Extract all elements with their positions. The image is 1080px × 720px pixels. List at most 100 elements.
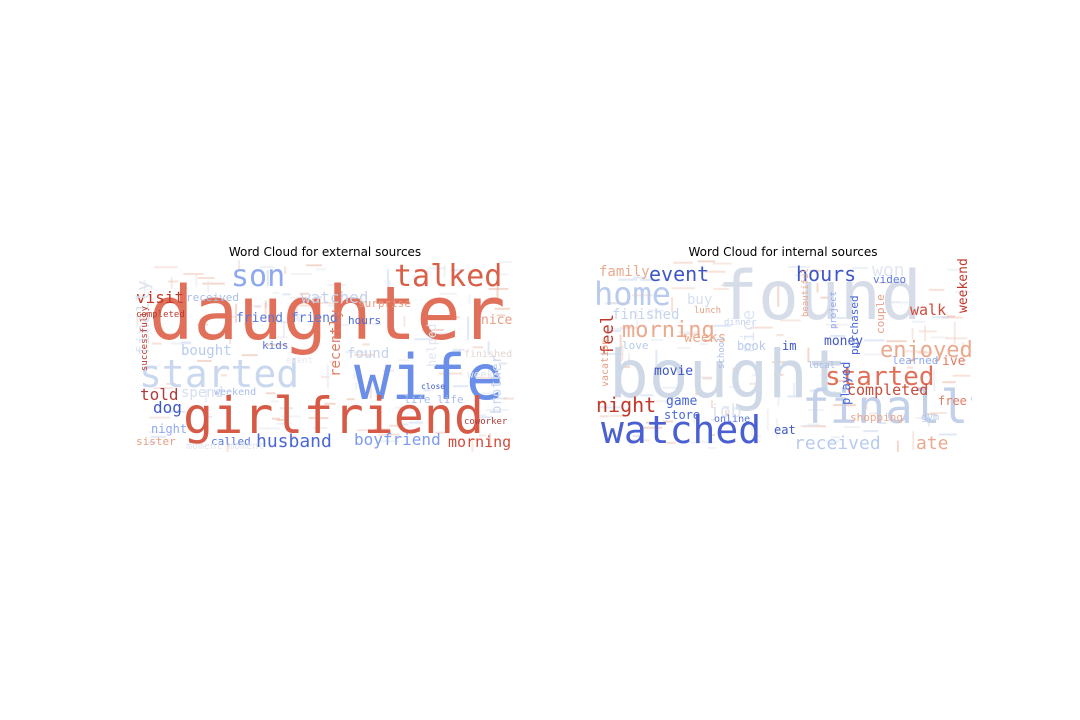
filler-word-mark xyxy=(413,274,416,282)
filler-word-mark xyxy=(155,327,163,330)
filler-word-mark xyxy=(488,433,491,448)
filler-word-mark xyxy=(243,322,255,325)
external-word-husband: husband xyxy=(256,431,332,452)
filler-word-mark xyxy=(328,304,340,307)
filler-word-mark xyxy=(917,351,933,354)
filler-word-mark xyxy=(673,261,693,264)
filler-word-mark xyxy=(346,398,355,401)
filler-word-mark xyxy=(609,414,625,417)
filler-word-mark xyxy=(197,277,215,279)
filler-word-mark xyxy=(829,316,846,319)
filler-word-mark xyxy=(443,265,446,277)
filler-word-mark xyxy=(912,320,926,323)
internal-word-beautiful: beautiful xyxy=(801,268,811,317)
filler-word-mark xyxy=(247,304,262,307)
filler-word-mark xyxy=(930,336,948,339)
internal-word-video: video xyxy=(873,273,906,286)
filler-word-mark xyxy=(362,343,370,346)
filler-word-mark xyxy=(316,302,337,305)
internal-word-played: played xyxy=(839,362,853,405)
filler-word-mark xyxy=(915,417,929,420)
internal-word-ive: ive xyxy=(942,354,966,369)
filler-word-mark xyxy=(945,337,968,340)
filler-word-mark xyxy=(475,376,498,379)
filler-word-mark xyxy=(643,426,663,429)
filler-word-mark xyxy=(656,377,658,389)
external-word-recently: recently xyxy=(328,310,344,377)
filler-word-mark xyxy=(270,321,289,324)
internal-word-local: local xyxy=(808,361,835,371)
filler-word-mark xyxy=(272,291,280,294)
filler-word-mark xyxy=(356,429,370,432)
filler-word-mark xyxy=(775,418,778,438)
filler-word-mark xyxy=(326,364,329,388)
filler-word-mark xyxy=(395,406,406,409)
filler-word-mark xyxy=(229,322,232,344)
filler-word-mark xyxy=(751,422,754,437)
filler-word-mark xyxy=(635,310,638,327)
filler-word-mark xyxy=(472,346,484,349)
filler-word-mark xyxy=(953,322,956,344)
filler-word-mark xyxy=(750,326,773,329)
external-word-girlfriend: girlfriend xyxy=(183,387,484,445)
external-word-friend-friend: friend friend xyxy=(236,311,338,326)
filler-word-mark xyxy=(932,316,949,319)
filler-word-mark xyxy=(277,336,287,339)
filler-word-mark xyxy=(729,386,738,389)
external-word-weekend: weekend xyxy=(214,387,256,398)
filler-word-mark xyxy=(450,269,464,272)
filler-word-mark xyxy=(403,315,406,327)
filler-word-mark xyxy=(181,341,191,344)
filler-word-mark xyxy=(826,323,850,326)
filler-word-mark xyxy=(202,282,225,285)
filler-word-mark xyxy=(283,321,285,338)
filler-word-mark xyxy=(699,343,708,346)
filler-word-mark xyxy=(799,425,814,427)
internal-word-home: home xyxy=(594,275,671,313)
filler-word-mark xyxy=(153,387,174,390)
filler-word-mark xyxy=(777,394,780,407)
external-word-hours: hours xyxy=(348,314,381,327)
filler-word-mark xyxy=(772,361,787,364)
filler-word-mark xyxy=(807,347,810,363)
filler-word-mark xyxy=(832,343,852,346)
internal-word-school: school xyxy=(717,336,727,369)
internal-word-bought: bought xyxy=(609,336,847,413)
filler-word-mark xyxy=(226,437,229,452)
filler-word-mark xyxy=(878,422,887,424)
filler-word-mark xyxy=(766,408,769,431)
filler-word-mark xyxy=(355,382,357,391)
filler-word-mark xyxy=(713,324,731,327)
filler-word-mark xyxy=(378,440,400,443)
filler-word-mark xyxy=(179,287,188,290)
internal-word-free: free xyxy=(938,394,967,408)
external-word-daughter: daughter xyxy=(149,271,505,357)
filler-word-mark xyxy=(708,434,716,437)
external-word-watched: watched xyxy=(301,288,368,307)
filler-word-mark xyxy=(671,297,674,313)
internal-word-weekend: weekend xyxy=(956,259,971,313)
filler-word-mark xyxy=(314,296,322,299)
filler-word-mark xyxy=(802,425,826,428)
external-word-told: told xyxy=(140,385,179,404)
external-word-visit: visit xyxy=(136,288,184,307)
filler-word-mark xyxy=(693,412,695,424)
filler-word-mark xyxy=(369,382,372,399)
filler-word-mark xyxy=(197,323,208,326)
filler-word-mark xyxy=(258,427,280,430)
filler-word-mark xyxy=(281,415,301,418)
filler-word-mark xyxy=(238,260,240,270)
filler-word-mark xyxy=(428,267,446,270)
filler-word-mark xyxy=(205,415,213,418)
filler-word-mark xyxy=(683,333,700,336)
internal-word-ate: ate xyxy=(916,433,949,452)
filler-word-mark xyxy=(147,441,156,444)
filler-word-mark xyxy=(962,342,965,351)
filler-word-mark xyxy=(678,331,698,334)
filler-word-mark xyxy=(423,389,431,392)
filler-word-mark xyxy=(927,417,930,427)
filler-word-mark xyxy=(354,353,375,356)
internal-word-nice: nice xyxy=(738,310,759,353)
filler-word-mark xyxy=(710,400,713,408)
external-word-nice: nice xyxy=(481,313,512,328)
